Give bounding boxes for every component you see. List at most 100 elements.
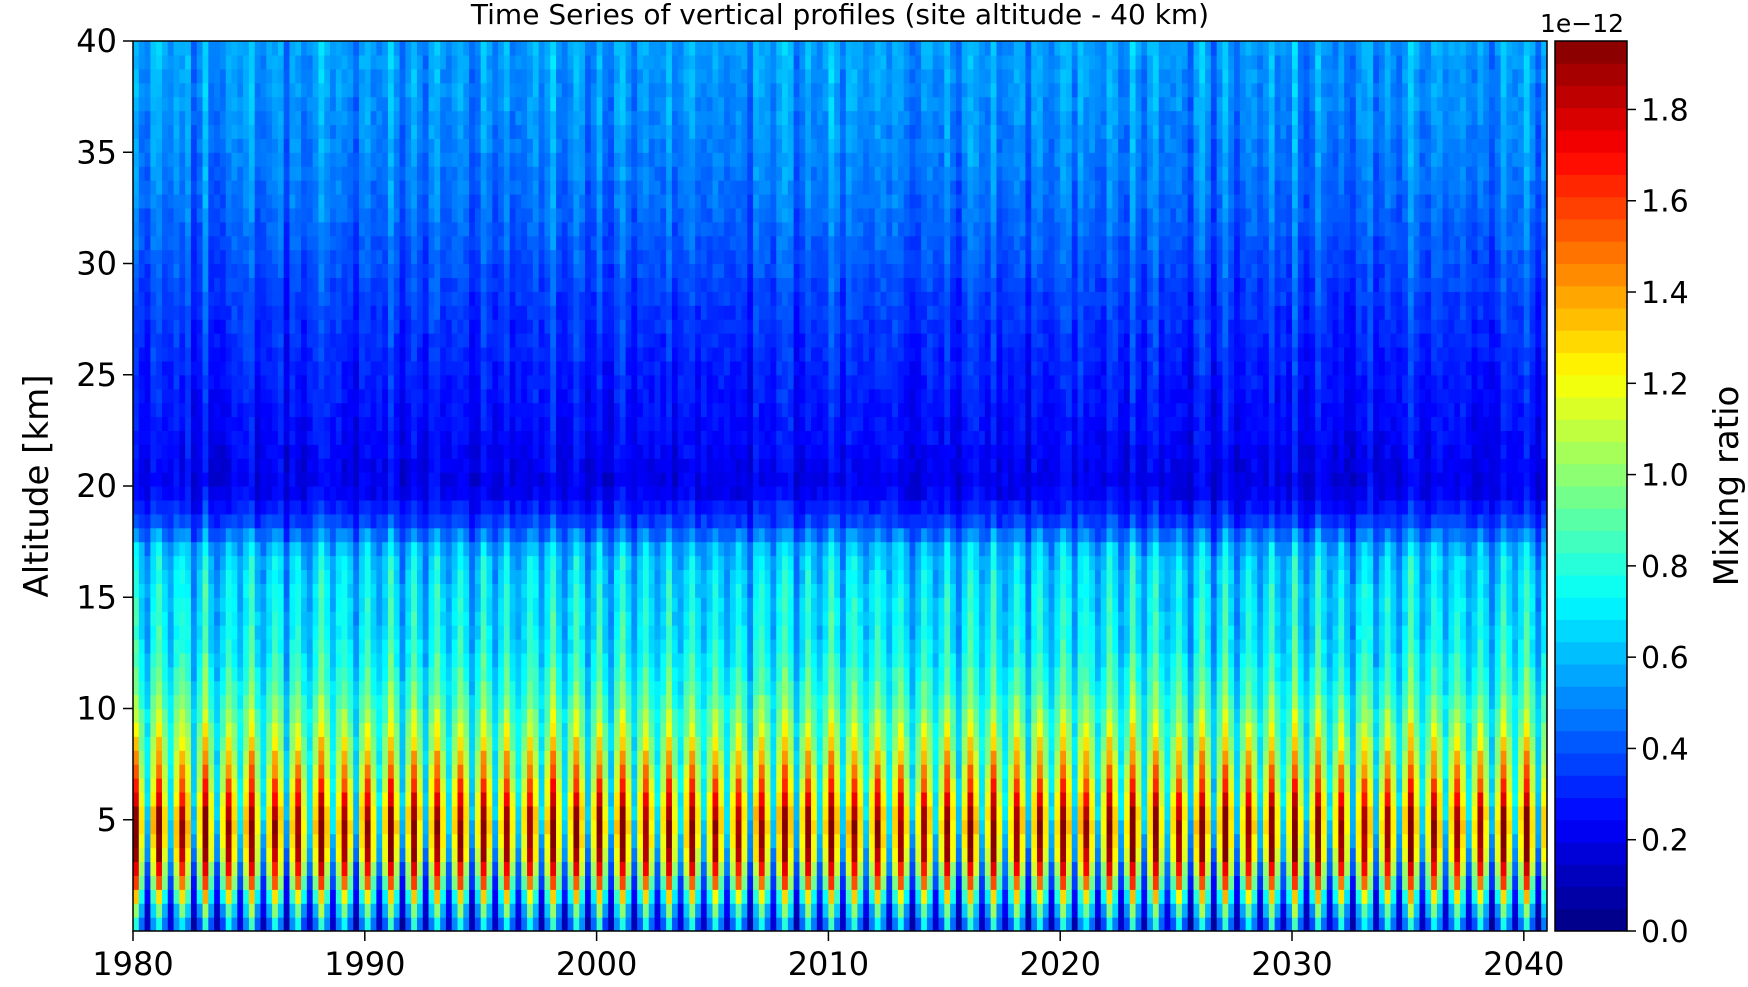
heatmap-cell	[538, 41, 546, 56]
heatmap-cell	[283, 41, 291, 56]
heatmap-cell	[387, 374, 395, 390]
heatmap-cell	[399, 541, 406, 557]
heatmap-cell	[573, 889, 580, 904]
heatmap-cell	[208, 249, 215, 265]
heatmap-cell	[289, 583, 296, 598]
heatmap-cell	[387, 41, 395, 56]
heatmap-cell	[173, 305, 180, 320]
heatmap-cell	[289, 638, 296, 654]
heatmap-cell	[185, 263, 192, 279]
heatmap-cell	[295, 597, 302, 612]
heatmap-cell	[399, 805, 406, 821]
heatmap-cell	[202, 291, 209, 306]
heatmap-cell	[266, 499, 273, 515]
heatmap-cell	[567, 847, 575, 863]
heatmap-cell	[283, 124, 291, 139]
heatmap-cell	[231, 54, 238, 70]
heatmap-cell	[451, 666, 459, 682]
heatmap-cell	[330, 472, 337, 487]
heatmap-cell	[179, 221, 186, 237]
heatmap-cell	[579, 193, 586, 209]
heatmap-cell	[260, 193, 267, 209]
heatmap-cell	[133, 708, 140, 724]
heatmap-cell	[515, 221, 522, 237]
heatmap-cell	[457, 166, 464, 181]
heatmap-cell	[202, 346, 209, 362]
heatmap-cell	[173, 527, 180, 543]
heatmap-cell	[469, 638, 476, 654]
heatmap-cell	[243, 235, 250, 251]
heatmap-cell	[196, 333, 204, 348]
heatmap-cell	[451, 680, 459, 696]
heatmap-cell	[393, 96, 401, 112]
heatmap-cell	[225, 333, 233, 348]
heatmap-cell	[498, 68, 505, 84]
heatmap-cell	[231, 333, 238, 348]
heatmap-cell	[359, 486, 366, 501]
heatmap-cell	[422, 193, 430, 209]
heatmap-cell	[370, 374, 377, 390]
heatmap-cell	[556, 736, 563, 751]
heatmap-cell	[550, 235, 557, 251]
heatmap-cell	[376, 791, 383, 807]
heatmap-cell	[133, 527, 140, 543]
heatmap-cell	[353, 333, 360, 348]
heatmap-cell	[289, 652, 296, 668]
heatmap-cell	[422, 110, 430, 126]
heatmap-cell	[527, 68, 534, 84]
heatmap-cell	[341, 764, 349, 779]
heatmap-cell	[190, 680, 198, 696]
heatmap-cell	[260, 96, 267, 112]
heatmap-cell	[567, 750, 575, 765]
heatmap-cell	[440, 277, 447, 292]
heatmap-cell	[185, 638, 192, 654]
heatmap-cell	[248, 360, 256, 376]
heatmap-cell	[214, 346, 221, 362]
heatmap-cell	[416, 416, 424, 431]
heatmap-cell	[277, 166, 285, 181]
heatmap-cell	[324, 708, 331, 724]
heatmap-cell	[133, 458, 140, 473]
heatmap-cell	[347, 54, 354, 70]
heatmap-cell	[486, 180, 493, 195]
heatmap-cell	[579, 722, 586, 737]
heatmap-cell	[277, 374, 285, 390]
heatmap-cell	[428, 249, 435, 265]
heatmap-cell	[440, 861, 447, 876]
heatmap-cell	[254, 96, 262, 112]
heatmap-cell	[260, 68, 267, 84]
heatmap-cell	[289, 527, 296, 543]
heatmap-cell	[416, 221, 424, 237]
heatmap-cell	[509, 319, 517, 334]
heatmap-cell	[422, 346, 430, 362]
heatmap-cell	[301, 360, 308, 376]
heatmap-cell	[480, 666, 488, 682]
heatmap-cell	[382, 555, 389, 571]
heatmap-cell	[451, 499, 459, 515]
heatmap-cell	[156, 583, 163, 598]
heatmap-cell	[301, 791, 308, 807]
heatmap-cell	[306, 889, 314, 904]
heatmap-cell	[237, 180, 244, 195]
heatmap-cell	[359, 805, 366, 821]
heatmap-cell	[306, 472, 314, 487]
heatmap-cell	[416, 68, 424, 84]
heatmap-cell	[150, 124, 157, 139]
heatmap-cell	[509, 666, 517, 682]
heatmap-cell	[486, 402, 493, 418]
heatmap-cell	[237, 513, 244, 529]
heatmap-cell	[416, 277, 424, 292]
heatmap-cell	[353, 430, 360, 445]
heatmap-cell	[179, 207, 186, 223]
heatmap-cell	[451, 263, 459, 279]
heatmap-cell	[138, 291, 146, 306]
heatmap-cell	[272, 583, 279, 598]
heatmap-cell	[457, 416, 464, 431]
heatmap-cell	[231, 833, 238, 849]
heatmap-cell	[144, 805, 151, 821]
heatmap-cell	[133, 805, 140, 821]
heatmap-cell	[335, 805, 343, 821]
heatmap-cell	[266, 917, 273, 931]
heatmap-cell	[248, 722, 256, 737]
heatmap-cell	[515, 903, 522, 918]
